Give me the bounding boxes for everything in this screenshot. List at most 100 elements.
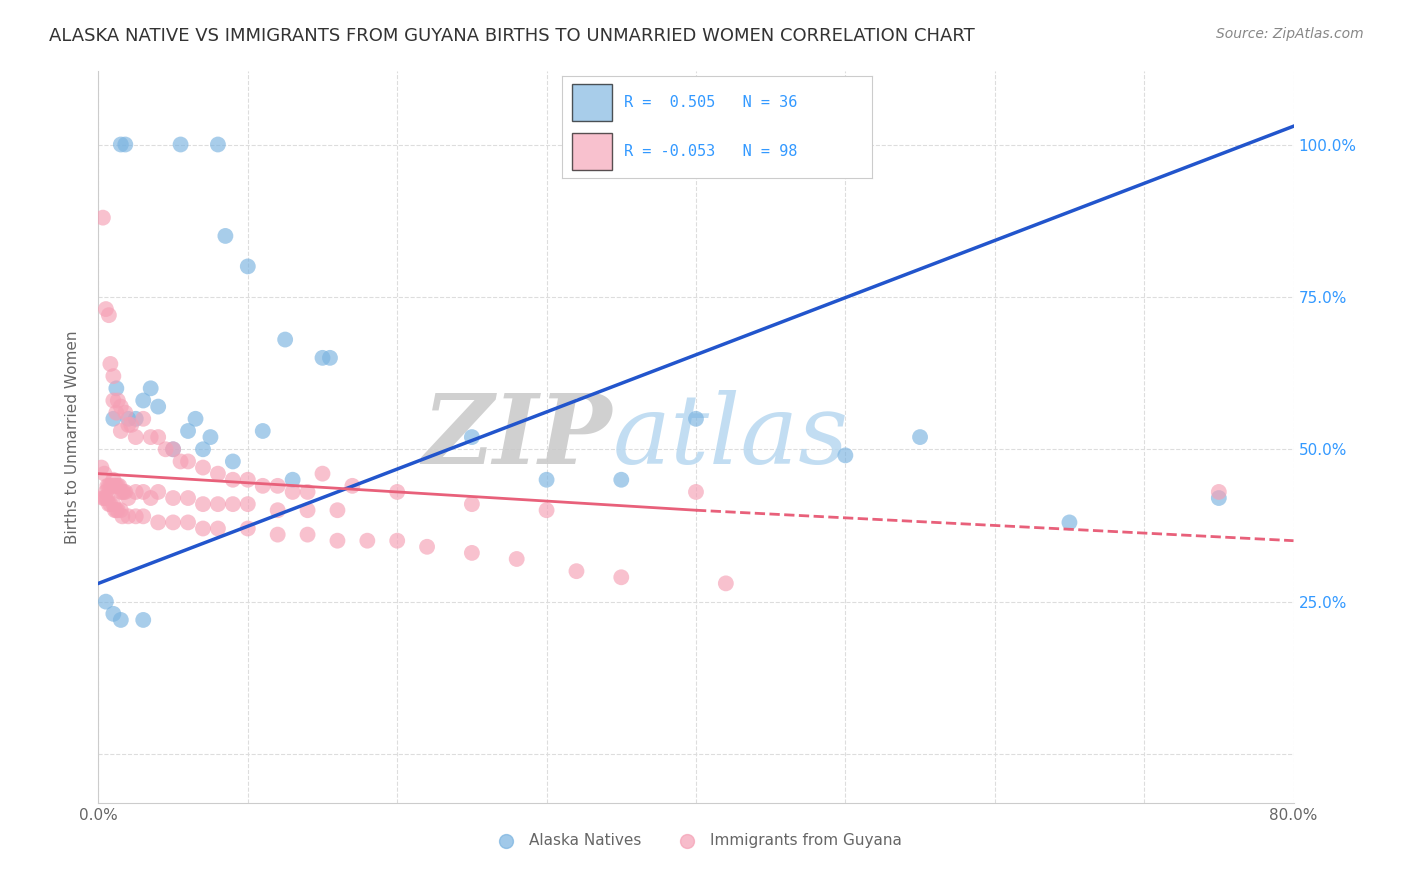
- Point: [685, 485, 707, 500]
- Point: [191, 442, 214, 457]
- Point: [319, 351, 342, 365]
- Point: [506, 552, 529, 566]
- Point: [105, 381, 128, 395]
- Point: [385, 533, 409, 548]
- Point: [110, 424, 132, 438]
- FancyBboxPatch shape: [572, 84, 612, 121]
- Point: [177, 454, 200, 468]
- Point: [297, 527, 319, 541]
- Point: [103, 473, 125, 487]
- Point: [103, 369, 125, 384]
- Point: [114, 137, 136, 152]
- Point: [191, 497, 214, 511]
- Point: [107, 503, 129, 517]
- Point: [162, 442, 184, 457]
- Legend: Alaska Natives, Immigrants from Guyana: Alaska Natives, Immigrants from Guyana: [484, 827, 908, 854]
- Point: [1208, 485, 1230, 500]
- Point: [93, 491, 115, 505]
- Point: [98, 497, 122, 511]
- Point: [111, 509, 134, 524]
- FancyBboxPatch shape: [572, 133, 612, 170]
- Point: [214, 228, 236, 243]
- Point: [162, 491, 184, 505]
- Point: [236, 260, 259, 274]
- Point: [207, 467, 229, 481]
- Point: [461, 546, 484, 560]
- Point: [297, 485, 319, 500]
- Point: [148, 430, 170, 444]
- Point: [94, 491, 117, 505]
- Point: [169, 454, 191, 468]
- Point: [222, 473, 245, 487]
- Point: [177, 516, 200, 530]
- Point: [191, 521, 214, 535]
- Point: [120, 417, 142, 432]
- Point: [326, 533, 349, 548]
- Point: [236, 497, 259, 511]
- Point: [101, 479, 124, 493]
- Point: [155, 442, 177, 457]
- Point: [103, 393, 125, 408]
- Point: [267, 479, 290, 493]
- Point: [104, 479, 127, 493]
- Y-axis label: Births to Unmarried Women: Births to Unmarried Women: [65, 330, 80, 544]
- Point: [117, 491, 139, 505]
- Point: [97, 497, 120, 511]
- Point: [104, 503, 127, 517]
- Point: [184, 412, 207, 426]
- Point: [356, 533, 378, 548]
- Point: [132, 412, 155, 426]
- Point: [96, 479, 118, 493]
- Text: Source: ZipAtlas.com: Source: ZipAtlas.com: [1216, 27, 1364, 41]
- Point: [98, 357, 122, 371]
- Point: [326, 503, 349, 517]
- Point: [139, 381, 162, 395]
- Point: [110, 613, 132, 627]
- Point: [97, 479, 120, 493]
- Point: [125, 430, 148, 444]
- Point: [162, 516, 184, 530]
- Point: [105, 503, 128, 517]
- Point: [117, 412, 139, 426]
- Point: [132, 613, 155, 627]
- Text: R = -0.053   N = 98: R = -0.053 N = 98: [624, 145, 797, 160]
- Text: ALASKA NATIVE VS IMMIGRANTS FROM GUYANA BIRTHS TO UNMARRIED WOMEN CORRELATION CH: ALASKA NATIVE VS IMMIGRANTS FROM GUYANA …: [49, 27, 974, 45]
- Point: [236, 521, 259, 535]
- Point: [536, 503, 558, 517]
- Point: [98, 479, 122, 493]
- Point: [111, 485, 134, 500]
- Point: [107, 393, 129, 408]
- Point: [93, 467, 115, 481]
- Point: [91, 211, 114, 225]
- Point: [148, 516, 170, 530]
- Point: [252, 479, 274, 493]
- Point: [148, 485, 170, 500]
- Point: [1208, 491, 1230, 505]
- Point: [685, 412, 707, 426]
- Point: [610, 570, 633, 584]
- Point: [267, 527, 290, 541]
- Point: [125, 509, 148, 524]
- Point: [94, 485, 117, 500]
- Point: [236, 473, 259, 487]
- Point: [274, 333, 297, 347]
- Point: [148, 400, 170, 414]
- Point: [108, 479, 131, 493]
- Point: [267, 503, 290, 517]
- Point: [177, 424, 200, 438]
- Point: [132, 485, 155, 500]
- Point: [461, 430, 484, 444]
- Point: [107, 479, 129, 493]
- Point: [139, 430, 162, 444]
- Point: [112, 485, 135, 500]
- Point: [114, 485, 136, 500]
- Point: [908, 430, 931, 444]
- Point: [105, 479, 128, 493]
- Point: [385, 485, 409, 500]
- Point: [536, 473, 558, 487]
- Point: [125, 412, 148, 426]
- Point: [461, 497, 484, 511]
- Point: [105, 406, 128, 420]
- Point: [565, 564, 588, 578]
- Point: [416, 540, 439, 554]
